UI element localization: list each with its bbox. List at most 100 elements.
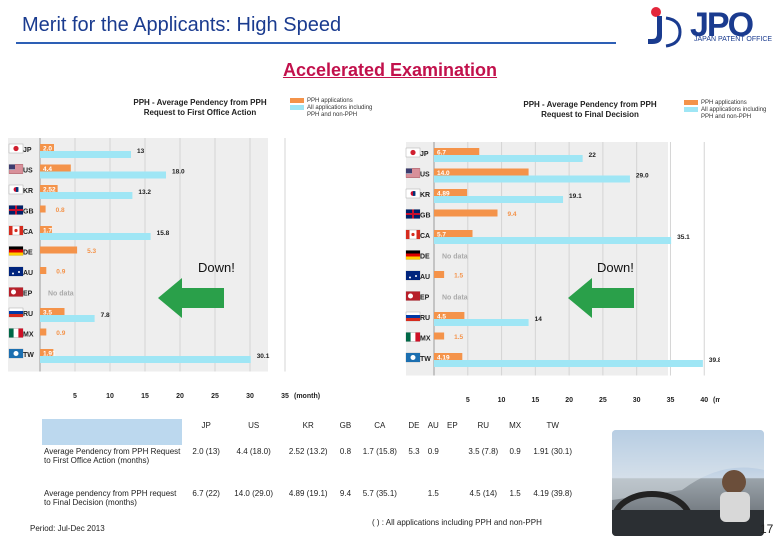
bar-pph-label: 1.5 xyxy=(454,273,463,280)
bar-all xyxy=(40,356,251,363)
table-cell: 4.19 (39.8) xyxy=(533,489,573,498)
bar-all xyxy=(434,196,564,203)
flag-gb-icon xyxy=(8,205,24,215)
category-label: AU xyxy=(23,270,33,277)
table-cell: 2.0 (13) xyxy=(192,447,220,456)
table-row-label: Average pendency from PPH request to Fin… xyxy=(44,489,177,507)
jpo-emblem-icon xyxy=(648,7,682,48)
category-label: US xyxy=(23,168,33,175)
page-number: 17 xyxy=(760,522,774,536)
chart1-legend-all-1: All applications including xyxy=(307,105,373,112)
bar-pph xyxy=(40,308,65,315)
flag-ca-icon xyxy=(8,225,24,236)
table-header-cell: KR xyxy=(302,421,314,430)
category-label: KR xyxy=(23,188,33,195)
bar-pph-label: 6.7 xyxy=(437,150,446,157)
table-cell: 6.7 (22) xyxy=(192,489,220,498)
table-header-cell: US xyxy=(248,421,260,430)
driver-photo xyxy=(612,430,764,536)
section-subtitle: Accelerated Examination xyxy=(282,60,498,80)
table-cell: 4.89 (19.1) xyxy=(288,489,328,498)
flag-kr-icon xyxy=(405,188,421,199)
category-label: MX xyxy=(23,332,34,339)
bar-pph xyxy=(40,349,54,356)
table-cell: 9.4 xyxy=(339,489,352,498)
period-note: Period: Jul-Dec 2013 xyxy=(30,524,105,533)
x-tick-label: 20 xyxy=(565,397,573,404)
x-unit-label: (month) xyxy=(294,393,320,400)
bar-pph-label: 1.91 xyxy=(43,351,56,358)
chart1-title-line1: PPH - Average Pendency from PPH xyxy=(133,98,267,107)
chart2-title: PPH - Average Pendency from PPH Request … xyxy=(500,100,680,120)
bar-pph xyxy=(434,332,445,340)
chart1-down-label: Down! xyxy=(198,260,235,275)
category-label: RU xyxy=(420,315,430,322)
table-header-cell: CA xyxy=(374,421,386,430)
bar-all-label: 22 xyxy=(589,152,597,159)
table-header-cell: DE xyxy=(408,421,420,430)
category-label: CA xyxy=(23,229,33,236)
chart1-legend: PPH applications All applications includ… xyxy=(290,98,400,119)
bar-pph-label: 1.5 xyxy=(454,334,463,341)
flag-ep-icon xyxy=(8,287,24,297)
category-label: RU xyxy=(23,311,33,318)
x-tick-label: 25 xyxy=(599,397,607,404)
category-label: AU xyxy=(420,274,430,281)
table-cell: 2.52 (13.2) xyxy=(288,447,328,456)
category-label: GB xyxy=(420,213,431,220)
bar-pph-label: 4.19 xyxy=(437,355,450,362)
table-row: Average pendency from PPH request to Fin… xyxy=(42,487,580,529)
bar-all-label: 39.8 xyxy=(709,357,720,364)
bar-all xyxy=(40,233,151,240)
chart2-legend-pph: PPH applications xyxy=(701,100,747,107)
table-cell: 3.5 (7.8) xyxy=(468,447,499,456)
bar-all-label: 30.1 xyxy=(257,353,270,360)
bar-pph xyxy=(40,246,78,254)
page-title: Merit for the Applicants: High Speed xyxy=(22,14,342,36)
flag-ru-icon xyxy=(8,307,24,318)
x-tick-label: 15 xyxy=(531,397,539,404)
legend-swatch-pph xyxy=(684,100,698,105)
flag-de-icon xyxy=(405,250,421,260)
table-header-cell: MX xyxy=(509,421,522,430)
flag-kr-icon xyxy=(8,184,24,195)
title-divider xyxy=(16,42,616,44)
table-header-cell: RU xyxy=(477,421,490,430)
left-arrow-icon xyxy=(568,278,634,318)
flag-us-icon xyxy=(8,164,24,174)
bar-pph xyxy=(40,205,46,213)
flag-tw-icon xyxy=(8,348,24,359)
table-cell: 0.8 xyxy=(339,447,352,456)
chart1-legend-all-2: PPH and non-PPH xyxy=(307,112,358,119)
category-label: TW xyxy=(420,356,431,363)
bar-pph-label: 5.3 xyxy=(87,248,96,255)
no-data-label: No data xyxy=(442,295,468,302)
bar-pph xyxy=(434,312,465,319)
table-cell: 0.9 xyxy=(427,447,439,456)
flag-jp-icon xyxy=(8,143,24,154)
table-cell: 5.7 (35.1) xyxy=(362,489,397,498)
table-header-cell: AU xyxy=(427,421,439,430)
bar-all xyxy=(434,175,630,183)
table-header-row: JP US KR GB CA DE AU EP RU MX TW xyxy=(42,419,580,445)
flag-gb-icon xyxy=(405,209,421,219)
category-label: TW xyxy=(23,352,34,359)
category-label: MX xyxy=(420,336,431,343)
bar-pph-label: 2.52 xyxy=(43,187,56,194)
bar-pph-label: 4.5 xyxy=(437,314,446,321)
table-cell: 1.91 (30.1) xyxy=(533,447,573,456)
x-tick-label: 30 xyxy=(633,397,641,404)
bar-pph xyxy=(40,164,71,172)
table-footnote: ( ) : All applications including PPH and… xyxy=(372,518,542,527)
table-header-cell: GB xyxy=(339,421,352,430)
left-arrow-icon xyxy=(158,278,224,318)
chart2-title-line2: Request to Final Decision xyxy=(541,110,639,119)
table-cell: 0.9 xyxy=(509,447,521,456)
bar-pph xyxy=(40,144,54,151)
bar-pph-label: 1.7 xyxy=(43,228,52,235)
chart2-plot: 5 10 15 20 25 30 35 40 (month) JP 6.7 22 US 14.0 29.0 K… xyxy=(405,142,720,404)
jpo-logo: JPO JAPAN PATENT OFFICE xyxy=(642,6,774,48)
bar-all-label: 7.8 xyxy=(101,312,110,319)
chart1-plot: 5 10 15 20 25 30 35 (month) JP 2.0 13 US 4.4 18.0 KR 2.… xyxy=(8,138,320,400)
bar-pph xyxy=(434,353,463,360)
